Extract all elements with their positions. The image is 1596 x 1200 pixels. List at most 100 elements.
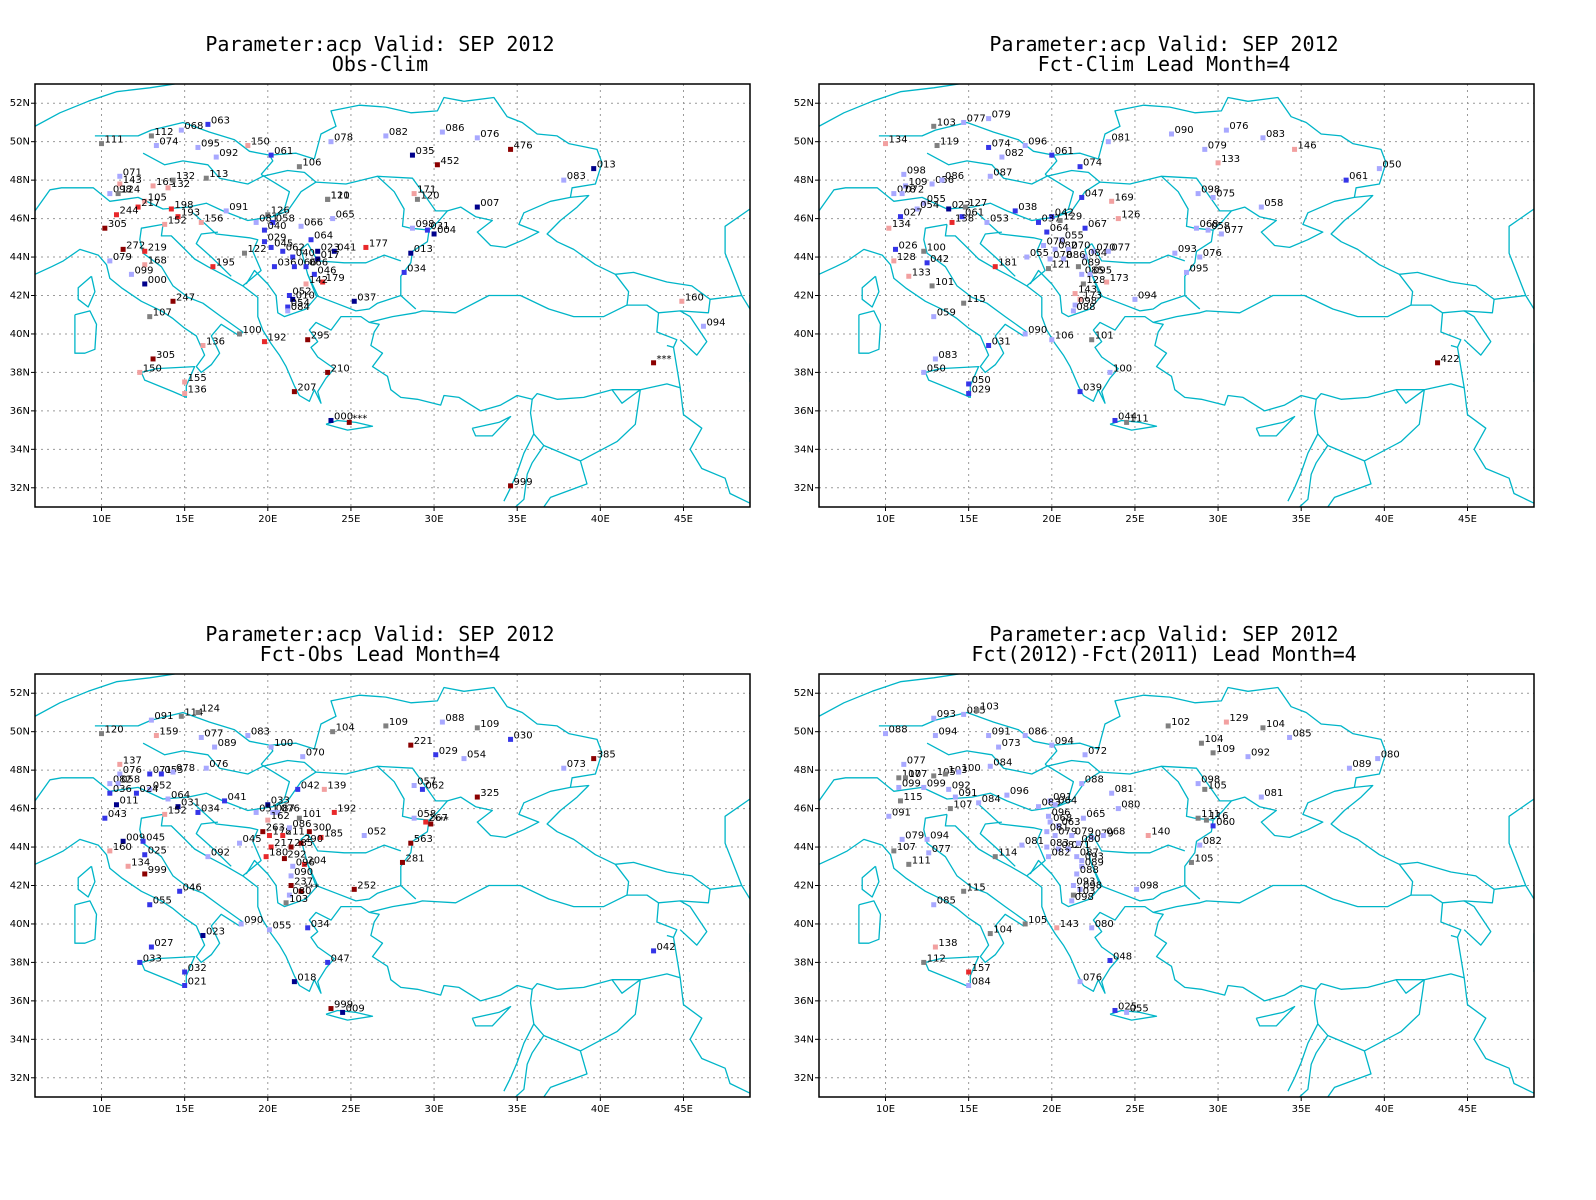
- station-square: [921, 248, 927, 254]
- station-marker: 081: [1258, 788, 1283, 800]
- station-square: [321, 786, 327, 792]
- station-square: [1047, 819, 1053, 825]
- station-value-label: 086: [945, 171, 964, 182]
- station-square: [1024, 254, 1030, 260]
- station-marker: 004: [431, 225, 456, 237]
- station-marker: 221: [408, 736, 433, 748]
- coastline: [1315, 312, 1465, 400]
- station-square: [939, 177, 945, 183]
- station-marker: 054: [461, 750, 486, 762]
- station-value-label: 150: [143, 363, 162, 374]
- station-square: [1069, 833, 1075, 839]
- station-marker: 325: [474, 788, 499, 800]
- station-square: [999, 154, 1005, 160]
- station-marker: 061: [268, 146, 293, 158]
- station-marker: 087: [270, 803, 295, 815]
- station-value-label: 115: [967, 294, 986, 305]
- station-marker: 077: [901, 755, 926, 767]
- station-square: [886, 225, 892, 231]
- station-marker: 067: [1082, 219, 1107, 231]
- station-marker: 033: [137, 953, 162, 965]
- station-value-label: 119: [940, 137, 959, 148]
- station-marker: 082: [383, 127, 408, 139]
- station-square: [966, 381, 972, 387]
- station-value-label: 107: [897, 842, 916, 853]
- station-marker: 090: [238, 915, 263, 927]
- station-square: [929, 283, 935, 289]
- station-value-label: 100: [243, 325, 262, 336]
- station-marker: 065: [1080, 809, 1105, 821]
- station-value-label: 098: [1201, 775, 1220, 786]
- station-marker: 090: [1169, 125, 1194, 137]
- coastline: [307, 864, 402, 902]
- coastline: [307, 274, 402, 312]
- station-square: [1346, 765, 1352, 771]
- station-value-label: 037: [1041, 213, 1060, 224]
- station-value-label: 098: [415, 219, 434, 230]
- station-marker: 124: [115, 185, 140, 197]
- station-value-label: 092: [1251, 748, 1270, 759]
- station-marker: 285: [288, 838, 313, 850]
- station-marker: 109: [383, 717, 408, 729]
- station-value-label: 017: [321, 250, 340, 261]
- station-marker: 099: [128, 265, 154, 277]
- station-value-label: 098: [1083, 880, 1102, 891]
- station-marker: 018: [291, 973, 316, 985]
- station-map: 10E 15E 20E 25E 30E 35E 40E 45E 32N 34N 36N 38N 40N 4…: [10, 83, 751, 525]
- x-tick-label: 20E: [258, 514, 277, 525]
- station-square: [431, 231, 437, 237]
- station-marker: 096: [1004, 786, 1029, 798]
- station-square: [947, 806, 953, 812]
- station-marker: 089: [1346, 759, 1372, 771]
- station-square: [1054, 925, 1060, 931]
- station-marker: 066: [298, 217, 323, 229]
- station-marker: ***: [651, 354, 672, 366]
- station-square: [363, 244, 369, 250]
- station-value-label: 115: [967, 882, 986, 893]
- y-tick-label: 40N: [794, 919, 814, 930]
- station-value-label: 081: [259, 213, 278, 224]
- station-value-label: 092: [219, 148, 238, 159]
- station-square: [409, 225, 415, 231]
- station-square: [1019, 842, 1025, 848]
- station-square: [237, 331, 243, 337]
- station-marker: 168: [142, 256, 167, 268]
- station-square: [700, 323, 706, 329]
- station-square: [1080, 281, 1086, 287]
- station-value-label: 092: [952, 780, 971, 791]
- station-value-label: 061: [965, 208, 984, 219]
- station-square: [1089, 925, 1095, 931]
- axis-ticks: 10E 15E 20E 25E 30E 35E 40E 45E 32N 34N 36N 38N 40N 4…: [794, 98, 1477, 525]
- station-value-label: 077: [907, 755, 926, 766]
- station-square: [976, 800, 982, 806]
- station-value-label: 036: [277, 258, 296, 269]
- map-panel-fct-clim: Parameter:acp Valid: SEP 2012 Fct-Clim L…: [784, 30, 1544, 590]
- station-value-label: 192: [337, 803, 356, 814]
- station-square: [107, 191, 113, 197]
- station-marker: 091: [986, 727, 1011, 739]
- station-value-label: 105: [1028, 915, 1047, 926]
- station-value-label: 043: [108, 809, 127, 820]
- station-value-label: 157: [972, 963, 991, 974]
- coastline: [531, 312, 681, 400]
- station-value-label: 041: [228, 792, 247, 803]
- station-value-label: 039: [1083, 383, 1102, 394]
- coastline: [1109, 1009, 1158, 1021]
- station-marker: 104: [987, 925, 1012, 937]
- station-value-label: 064: [1050, 223, 1069, 234]
- coastline: [94, 711, 315, 750]
- station-marker: 007: [474, 198, 499, 210]
- station-value-label: 033: [143, 953, 162, 964]
- station-marker: 031: [986, 336, 1011, 348]
- station-value-label: 180: [269, 848, 288, 859]
- station-square: [419, 786, 425, 792]
- station-square: [1105, 139, 1111, 145]
- map-panel-fct-obs: Parameter:acp Valid: SEP 2012 Fct-Obs Le…: [0, 620, 760, 1180]
- x-tick-label: 40E: [591, 1104, 610, 1115]
- station-square: [1040, 243, 1046, 249]
- y-tick-label: 44N: [10, 252, 30, 263]
- station-value-label: 195: [216, 258, 235, 269]
- station-square: [561, 765, 567, 771]
- station-value-label: 193: [181, 208, 200, 219]
- station-marker: 031: [424, 221, 450, 233]
